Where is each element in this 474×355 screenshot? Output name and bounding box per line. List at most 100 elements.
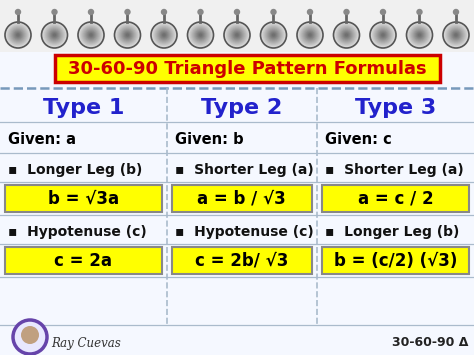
- Circle shape: [122, 30, 133, 40]
- Text: a = c / 2: a = c / 2: [357, 190, 433, 208]
- Circle shape: [46, 26, 64, 44]
- Circle shape: [45, 25, 64, 45]
- Circle shape: [419, 34, 420, 36]
- Circle shape: [158, 29, 170, 41]
- Circle shape: [370, 22, 396, 48]
- Circle shape: [12, 29, 24, 41]
- Circle shape: [337, 26, 356, 44]
- Circle shape: [302, 27, 318, 43]
- Circle shape: [119, 27, 136, 43]
- Circle shape: [297, 22, 323, 48]
- Circle shape: [190, 24, 211, 46]
- Circle shape: [195, 30, 206, 40]
- Circle shape: [193, 28, 208, 42]
- Circle shape: [88, 32, 94, 38]
- Circle shape: [267, 29, 280, 41]
- Circle shape: [80, 24, 102, 46]
- Circle shape: [156, 27, 172, 43]
- Circle shape: [15, 32, 21, 38]
- Circle shape: [231, 29, 243, 41]
- Text: c = 2b/ √3: c = 2b/ √3: [195, 251, 289, 269]
- Circle shape: [380, 32, 386, 38]
- Circle shape: [413, 29, 426, 41]
- Circle shape: [151, 22, 177, 48]
- Circle shape: [90, 34, 92, 36]
- Circle shape: [338, 27, 355, 43]
- Circle shape: [235, 33, 239, 37]
- Circle shape: [407, 22, 432, 48]
- Circle shape: [14, 31, 22, 39]
- Circle shape: [236, 34, 238, 36]
- Circle shape: [372, 24, 394, 46]
- Circle shape: [378, 30, 388, 40]
- Circle shape: [154, 25, 174, 45]
- Bar: [172, 247, 312, 274]
- Circle shape: [374, 26, 392, 44]
- Circle shape: [411, 27, 428, 43]
- Circle shape: [262, 23, 285, 47]
- Circle shape: [115, 22, 140, 48]
- Circle shape: [382, 34, 384, 36]
- Circle shape: [52, 10, 57, 15]
- Circle shape: [381, 33, 385, 37]
- Circle shape: [337, 25, 356, 45]
- Circle shape: [121, 29, 134, 41]
- Circle shape: [410, 25, 429, 45]
- Circle shape: [42, 22, 67, 48]
- Circle shape: [233, 31, 241, 39]
- Circle shape: [189, 23, 212, 47]
- Circle shape: [86, 30, 96, 40]
- Circle shape: [11, 28, 25, 42]
- Circle shape: [230, 28, 244, 42]
- Circle shape: [188, 22, 213, 48]
- Circle shape: [49, 30, 60, 40]
- Circle shape: [336, 24, 357, 46]
- Circle shape: [344, 32, 349, 38]
- Circle shape: [21, 326, 39, 344]
- Circle shape: [443, 22, 469, 48]
- Bar: [322, 247, 469, 274]
- Circle shape: [191, 25, 210, 45]
- Circle shape: [160, 31, 168, 39]
- Circle shape: [225, 23, 249, 47]
- Circle shape: [270, 31, 277, 39]
- Text: ▪  Hypotenuse (c): ▪ Hypotenuse (c): [175, 225, 314, 239]
- Bar: [5, 247, 162, 274]
- Circle shape: [454, 33, 458, 37]
- Text: Given: c: Given: c: [325, 132, 392, 147]
- Circle shape: [199, 33, 202, 37]
- Circle shape: [194, 29, 207, 41]
- Circle shape: [339, 28, 354, 42]
- Circle shape: [305, 30, 315, 40]
- Circle shape: [265, 27, 282, 43]
- Circle shape: [304, 29, 316, 41]
- Circle shape: [84, 28, 98, 42]
- Circle shape: [157, 28, 171, 42]
- Circle shape: [5, 22, 31, 48]
- Circle shape: [273, 34, 274, 36]
- Circle shape: [300, 25, 320, 45]
- Circle shape: [224, 22, 250, 48]
- Circle shape: [376, 28, 390, 42]
- Circle shape: [414, 30, 425, 40]
- Circle shape: [126, 33, 129, 37]
- Circle shape: [7, 24, 29, 46]
- Circle shape: [198, 10, 203, 15]
- Circle shape: [446, 25, 466, 45]
- Bar: [322, 185, 469, 212]
- Circle shape: [343, 31, 350, 39]
- Circle shape: [375, 27, 391, 43]
- Circle shape: [345, 33, 348, 37]
- Circle shape: [417, 32, 422, 38]
- Circle shape: [124, 31, 131, 39]
- Text: ▪  Shorter Leg (a): ▪ Shorter Leg (a): [325, 163, 464, 177]
- Circle shape: [125, 32, 130, 38]
- Circle shape: [200, 34, 201, 36]
- Text: Type 3: Type 3: [355, 98, 436, 118]
- Circle shape: [85, 29, 97, 41]
- Circle shape: [307, 32, 313, 38]
- Bar: [0, 0, 474, 52]
- Circle shape: [344, 10, 349, 15]
- Circle shape: [48, 29, 61, 41]
- Circle shape: [43, 23, 66, 47]
